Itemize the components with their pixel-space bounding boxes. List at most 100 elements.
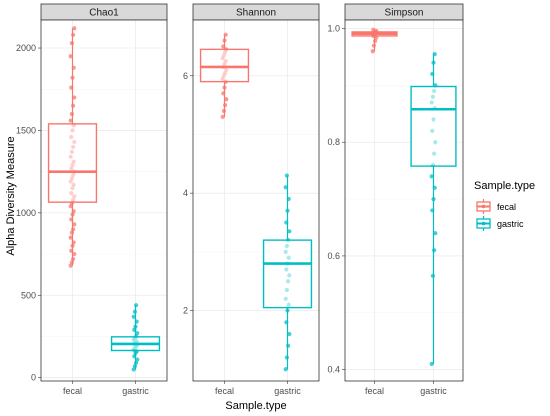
data-point <box>220 114 225 119</box>
data-point <box>71 32 76 37</box>
legend-key-point <box>481 204 486 209</box>
data-point <box>71 103 76 108</box>
box-fill <box>49 124 96 202</box>
data-point <box>69 217 74 222</box>
legend-title: Sample.type <box>474 180 535 192</box>
data-point <box>134 303 139 308</box>
data-point <box>69 85 74 90</box>
data-point <box>284 173 289 178</box>
panel-border <box>344 19 464 382</box>
legend-key-gastric: gastric <box>475 215 524 232</box>
data-point <box>284 320 289 325</box>
box-fill <box>412 87 455 166</box>
data-point <box>222 38 227 43</box>
x-axis-title: Sample.type <box>225 400 286 412</box>
x-tick-label: fecal <box>215 386 234 396</box>
y-tick-label: 6 <box>183 71 188 81</box>
legend-label: fecal <box>497 202 516 212</box>
box-fill <box>201 50 248 81</box>
data-point <box>132 364 137 369</box>
data-point <box>430 71 435 77</box>
data-point <box>432 185 437 190</box>
data-point <box>284 220 289 225</box>
y-tick-label: 2000 <box>16 43 36 53</box>
data-point <box>286 343 291 348</box>
x-tick-label: gastric <box>420 386 447 396</box>
box-gastric <box>262 173 313 372</box>
legend: Sample.type fecal gastric <box>474 180 535 232</box>
y-tick-label: 1000 <box>16 208 36 218</box>
data-point <box>71 240 76 245</box>
data-point <box>432 52 437 57</box>
legend-keys: fecal gastric <box>475 198 524 232</box>
legend-label: gastric <box>497 219 524 229</box>
data-point <box>133 324 138 329</box>
data-point <box>283 367 288 372</box>
y-tick-label: 2 <box>183 306 188 316</box>
y-tick-label: 1500 <box>16 125 36 135</box>
panel-border <box>40 19 168 382</box>
data-point <box>221 91 226 96</box>
data-point <box>221 108 226 114</box>
data-point <box>68 263 73 268</box>
box-fecal <box>47 26 98 268</box>
panel-shannon: Shannon 2 4 6 fecal gastric <box>183 3 320 396</box>
data-point <box>221 44 226 49</box>
strip-label: Chao1 <box>89 8 119 19</box>
data-point <box>69 230 74 235</box>
data-point <box>72 222 77 227</box>
y-tick-label: 0.6 <box>327 251 340 261</box>
data-point <box>287 229 292 234</box>
legend-key-point <box>481 221 486 226</box>
data-point <box>371 27 376 32</box>
x-tick-label: gastric <box>122 386 149 396</box>
x-tick-label: gastric <box>274 386 301 396</box>
data-point <box>69 40 74 46</box>
data-point <box>70 243 75 248</box>
data-point <box>431 196 436 202</box>
data-point <box>432 248 437 253</box>
box-gastric <box>110 303 161 372</box>
panel-simpson: Simpson 0.4 0.6 0.8 1.0 fecal gastric <box>327 3 464 396</box>
data-point <box>69 111 74 117</box>
panel-background <box>345 20 463 381</box>
data-point <box>224 97 229 102</box>
data-point <box>134 334 139 339</box>
strip-label: Simpson <box>385 8 424 19</box>
data-point <box>433 83 438 88</box>
box-fill <box>264 241 311 307</box>
data-point <box>284 355 289 360</box>
data-point <box>429 174 434 179</box>
box-gastric <box>410 52 457 367</box>
data-point <box>433 231 438 236</box>
data-point <box>72 251 77 257</box>
data-point <box>68 118 73 123</box>
y-tick-label: 0.4 <box>327 365 340 375</box>
y-tick-label: 0.8 <box>327 137 340 147</box>
data-point <box>70 75 75 80</box>
data-point <box>132 309 137 314</box>
data-point <box>69 260 74 265</box>
legend-key-fecal: fecal <box>475 198 516 215</box>
data-point <box>223 32 228 37</box>
data-point <box>71 256 76 262</box>
panel-border <box>192 19 320 382</box>
data-point <box>286 196 291 202</box>
data-point <box>71 209 76 214</box>
data-point <box>131 314 136 319</box>
data-point <box>69 200 74 206</box>
data-point <box>131 367 136 372</box>
y-axis-title: Alpha Diversity Measure <box>5 136 17 255</box>
data-point <box>222 85 227 90</box>
data-point <box>70 212 75 217</box>
data-point <box>134 360 139 365</box>
data-point <box>72 95 77 100</box>
data-point <box>287 331 292 337</box>
panel-chao1: Chao1 0 500 1000 1500 2000 fecal gastric <box>16 3 168 396</box>
data-point <box>135 331 140 336</box>
data-point <box>69 248 74 253</box>
box-fecal <box>199 32 250 119</box>
y-tick-label: 1.0 <box>327 24 340 34</box>
